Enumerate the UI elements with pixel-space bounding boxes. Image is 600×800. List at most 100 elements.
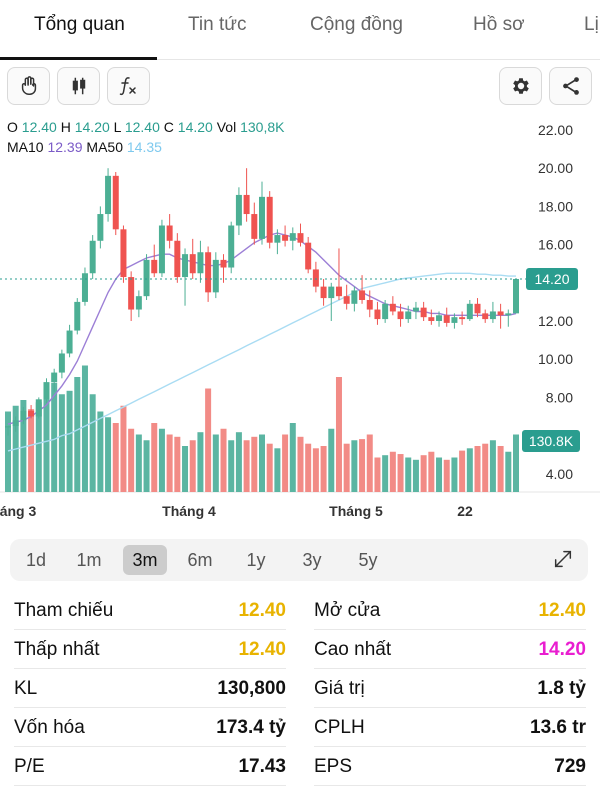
candle-body [228,225,235,268]
volume-bar [312,448,319,492]
candlestick-button[interactable] [57,67,100,105]
stat-label: KL [14,678,38,699]
expand-button[interactable] [552,548,574,575]
hand-tool-button[interactable] [7,67,50,105]
period-1m[interactable]: 1m [76,549,102,570]
volume-bar [366,434,373,492]
tab-news[interactable]: Tin tức [188,14,247,35]
candle-body [335,286,342,297]
candle-body [397,311,404,320]
ma10-value: 12.39 [47,139,83,155]
volume-bar [382,455,389,492]
stat-value-traded: Giá trị 1.8 tỷ [314,670,586,708]
x-axis-label: Tháng 5 [329,503,383,519]
candle-body [128,277,135,310]
candle-body [459,317,466,320]
volume-bar [158,428,165,492]
candle-body [389,303,396,312]
period-1d[interactable]: 1d [25,549,47,570]
candle-body [89,240,96,274]
candle-body [466,303,473,320]
candle-body [405,311,412,320]
stat-value: 17.43 [238,756,286,777]
volume-bar [412,459,419,492]
period-3m[interactable]: 3m [123,545,167,575]
candle-body [305,242,312,270]
function-icon [119,77,136,96]
open-value: 12.40 [21,119,57,135]
candle-body [205,252,212,293]
volume-bar [374,457,381,492]
volume-bar [251,436,258,492]
tab-community[interactable]: Cộng đồng [310,14,403,35]
candle-body [143,259,150,297]
stat-value: 13.6 tr [530,717,586,738]
volume-bar [474,446,481,492]
volume-bar [81,365,88,492]
volume-bar [328,428,335,492]
stat-value: 12.40 [538,600,586,621]
active-tab-indicator [0,57,157,60]
ma50-line [7,272,516,452]
candle-body [243,194,250,215]
stat-pe: P/E 17.43 [14,748,286,786]
candle-body [51,372,58,383]
stat-low: Thấp nhất 12.40 [14,631,286,669]
tab-profile[interactable]: Hồ sơ [473,14,525,35]
volume-bar [274,448,281,492]
stat-value: 1.8 tỷ [537,678,586,699]
stat-eps: EPS 729 [314,748,586,786]
candle-body [266,196,273,243]
volume-bar [513,434,519,492]
stat-value: 14.20 [538,639,586,660]
period-selector: 1d 1m 3m 6m 1y 3y 5y [10,539,588,581]
price-chart[interactable]: 22.0020.0018.0016.0014.0012.0010.008.006… [0,112,600,527]
candle-body [443,315,450,323]
share-button[interactable] [549,67,592,105]
stat-value: 12.40 [238,639,286,660]
stat-high: Cao nhất 14.20 [314,631,586,669]
tab-overview[interactable]: Tổng quan [34,14,125,35]
stat-value: 173.4 tỷ [216,717,286,738]
high-label: H [60,119,71,135]
candle-body [474,303,481,314]
ohlc-legend: O 12.40 H 14.20 L 12.40 C 14.20 Vol 130,… [7,119,284,135]
volume-bar [135,434,142,492]
candle-body [158,225,165,274]
candle-body [505,313,512,316]
volume-bar [343,443,350,492]
candle-body [43,382,50,400]
period-5y[interactable]: 5y [358,549,378,570]
expand-icon [554,550,572,568]
price-tick-label: 22.00 [538,122,573,138]
candle-body [81,273,88,302]
stat-reference: Tham chiếu 12.40 [14,592,286,630]
tab-more[interactable]: Lị [584,14,599,35]
volume-bar [220,428,227,492]
volume-bar [35,402,42,492]
candle-body [351,290,358,304]
volume-bar [305,443,312,492]
period-3y[interactable]: 3y [302,549,322,570]
candle-body [182,254,189,278]
candle-body [420,307,427,318]
settings-button[interactable] [499,67,542,105]
tab-bar: Tổng quan Tin tức Cộng đồng Hồ sơ Lị [0,0,600,60]
ma10-label: MA10 [7,139,44,155]
current-volume-text: 130.8K [529,433,574,449]
candle-body [497,311,504,316]
volume-bar [89,394,96,492]
period-6m[interactable]: 6m [187,549,213,570]
function-button[interactable] [107,67,150,105]
volume-bar [58,394,65,492]
volume-value: 130,8K [240,119,285,135]
candle-body [235,194,242,226]
candle-body [174,240,181,278]
candle-body [482,313,489,320]
candle-body [328,286,335,299]
stat-value: 12.40 [238,600,286,621]
candle-body [451,317,458,323]
period-1y[interactable]: 1y [246,549,266,570]
candle-body [28,410,35,417]
candle-body [282,235,289,241]
